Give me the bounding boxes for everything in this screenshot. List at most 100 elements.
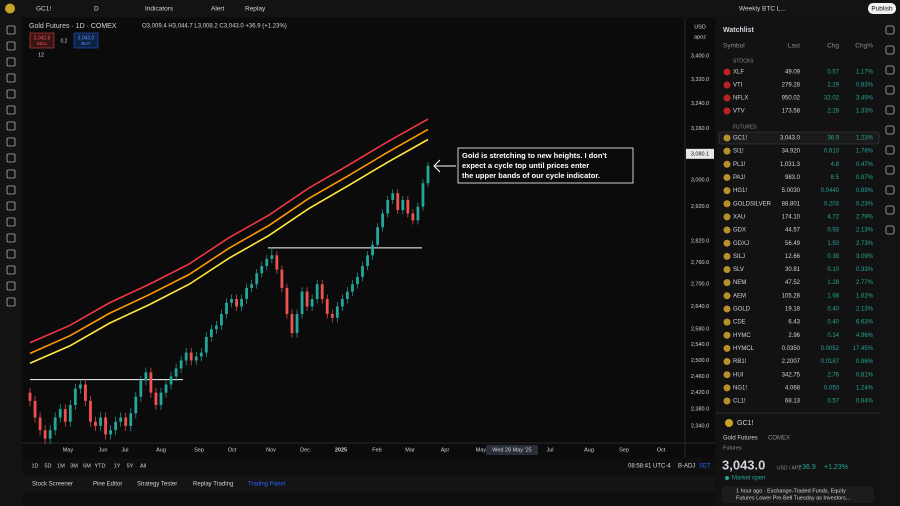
range-button[interactable]: 1M <box>57 463 65 469</box>
side-icon[interactable] <box>885 125 895 135</box>
range-button[interactable]: 6M <box>83 463 91 469</box>
tool-icon[interactable] <box>6 201 16 211</box>
settlement[interactable]: SET <box>699 464 711 470</box>
tool-icon[interactable] <box>6 169 16 179</box>
tool-icon[interactable] <box>6 297 16 307</box>
side-icon[interactable] <box>885 165 895 175</box>
news-line[interactable]: 1 hour ago · Exchange-Traded Funds, Equi… <box>736 488 846 494</box>
symbol-search[interactable]: GC1! <box>36 6 51 13</box>
tool-icon[interactable] <box>6 121 16 131</box>
row-symbol[interactable]: NFLX <box>733 96 748 102</box>
range-button[interactable]: YTD <box>95 463 106 469</box>
row-symbol[interactable]: GDXJ <box>733 241 749 247</box>
row-symbol[interactable]: HYMCL <box>733 346 755 352</box>
interval[interactable]: D <box>94 6 99 13</box>
indicators-button[interactable]: Indicators <box>145 6 174 13</box>
selected-row[interactable] <box>718 131 880 145</box>
range-button[interactable]: All <box>140 463 146 469</box>
section-header[interactable]: STOCKS <box>733 58 754 64</box>
tool-icon[interactable] <box>6 137 16 147</box>
range-button[interactable]: 1Y <box>114 463 121 469</box>
avatar[interactable] <box>5 3 15 14</box>
column-header[interactable]: Chg% <box>855 43 873 50</box>
row-symbol[interactable]: GDX <box>733 228 746 234</box>
tab[interactable]: Trading Panel <box>248 482 285 488</box>
row-symbol[interactable]: NEM <box>733 280 746 286</box>
row-symbol[interactable]: SILJ <box>733 254 745 260</box>
row-symbol[interactable]: RB1! <box>733 359 747 365</box>
alert-button[interactable]: Alert <box>211 6 225 13</box>
row-symbol[interactable]: HUI <box>733 372 744 378</box>
range-button[interactable]: 5D <box>44 463 51 469</box>
row-symbol[interactable]: SI1! <box>733 149 744 155</box>
buy-box[interactable] <box>73 32 99 49</box>
side-icon[interactable] <box>885 105 895 115</box>
tab[interactable]: Strategy Tester <box>137 482 177 488</box>
column-header[interactable]: Last <box>788 43 800 50</box>
row-symbol[interactable]: XAU <box>733 214 745 220</box>
row-symbol[interactable]: CDE <box>733 320 746 326</box>
tool-icon[interactable] <box>6 57 16 67</box>
range-button[interactable]: 1D <box>31 463 38 469</box>
row-symbol[interactable]: PA1! <box>733 175 746 181</box>
section-header[interactable]: FUTURES <box>733 124 757 130</box>
range-button[interactable]: 5Y <box>127 463 134 469</box>
tool-icon[interactable] <box>6 233 16 243</box>
row-symbol[interactable]: GOLDSILVER <box>733 201 772 207</box>
row-symbol[interactable]: AEM <box>733 293 746 299</box>
side-icon[interactable] <box>885 185 895 195</box>
side-icon[interactable] <box>885 205 895 215</box>
row-symbol[interactable]: SLV <box>733 267 744 273</box>
indicator-count[interactable]: 12 <box>38 52 44 58</box>
side-icon[interactable] <box>885 145 895 155</box>
row-symbol[interactable]: HG1! <box>733 188 747 194</box>
tool-icon[interactable] <box>6 249 16 259</box>
row-symbol[interactable]: VTV <box>733 109 745 115</box>
row-symbol[interactable]: VTI <box>733 83 743 89</box>
side-icon[interactable] <box>885 45 895 55</box>
side-icon[interactable] <box>885 25 895 35</box>
watchlist-title[interactable]: Watchlist <box>723 27 755 34</box>
row-symbol[interactable]: PL1! <box>733 162 746 168</box>
tool-icon[interactable] <box>6 265 16 275</box>
publish-button[interactable] <box>868 3 896 14</box>
detail-symbol[interactable]: GC1! <box>737 420 753 427</box>
tool-icon[interactable] <box>6 281 16 291</box>
row-symbol[interactable]: XLF <box>733 70 744 76</box>
tool-icon[interactable] <box>6 217 16 227</box>
row-symbol[interactable]: NG1! <box>733 385 747 391</box>
column-header[interactable]: Symbol <box>723 43 745 50</box>
row-symbol[interactable]: GOLD <box>733 307 751 313</box>
sell-box[interactable] <box>29 32 55 49</box>
tool-icon[interactable] <box>6 41 16 51</box>
row-symbol[interactable]: GC1! <box>733 136 747 142</box>
news-line[interactable]: Futures Lower Pre-Bell Tuesday as Invest… <box>736 495 851 501</box>
range-button[interactable]: 3M <box>70 463 78 469</box>
row-symbol[interactable]: HYMC <box>733 333 751 339</box>
tool-icon[interactable] <box>6 153 16 163</box>
news-card[interactable] <box>722 486 874 503</box>
layout-name[interactable]: Weekly BTC L... <box>739 6 786 13</box>
tool-icon[interactable] <box>6 89 16 99</box>
tool-icon[interactable] <box>6 25 16 35</box>
tool-icon[interactable] <box>6 105 16 115</box>
unit[interactable]: apoz <box>694 34 706 40</box>
tool-icon[interactable] <box>6 185 16 195</box>
tab[interactable]: Stock Screener <box>32 482 73 488</box>
row-symbol[interactable]: CL1! <box>733 399 746 405</box>
buy-label[interactable]: BUY <box>81 41 90 46</box>
side-icon[interactable] <box>885 65 895 75</box>
side-icon[interactable] <box>885 85 895 95</box>
side-icon[interactable] <box>885 225 895 235</box>
publish-label[interactable]: Publish <box>871 6 893 13</box>
tab[interactable]: Replay Trading <box>193 482 233 488</box>
replay-button[interactable]: Replay <box>245 6 266 13</box>
adjustment[interactable]: B-ADJ <box>678 464 695 470</box>
tool-icon[interactable] <box>6 73 16 83</box>
currency[interactable]: USD <box>694 24 706 30</box>
buy-price[interactable]: 3,043.0 <box>78 35 95 41</box>
tab[interactable]: Pine Editor <box>93 482 122 488</box>
column-header[interactable]: Chg <box>827 43 839 50</box>
sell-label[interactable]: SELL <box>36 41 48 46</box>
sell-price[interactable]: 3,042.8 <box>34 35 51 41</box>
